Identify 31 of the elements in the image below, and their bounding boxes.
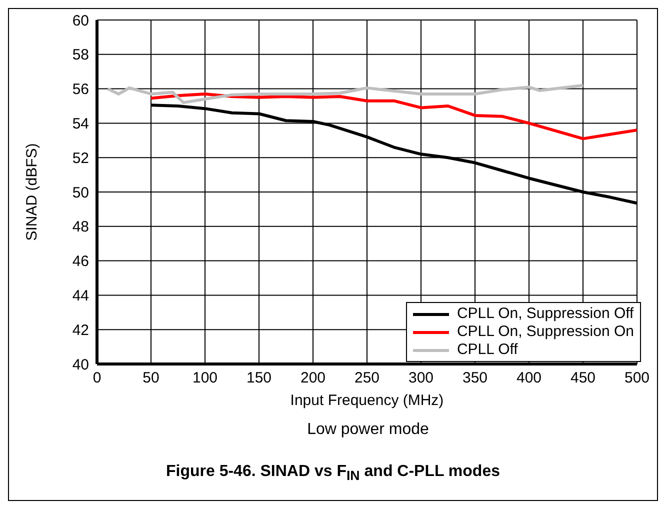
text: Figure 5-46. SINAD vs F$_{IN}$ and C-PLL modes bbox=[164, 463, 501, 484]
y-tick-label: 56 bbox=[72, 81, 89, 98]
x-tick-label: 350 bbox=[462, 370, 488, 387]
x-tick-label: 150 bbox=[246, 370, 272, 387]
y-tick-label: 60 bbox=[72, 12, 89, 30]
x-tick-label: 100 bbox=[192, 370, 218, 387]
y-tick-label: 54 bbox=[72, 116, 89, 133]
text: Low power mode bbox=[306, 421, 430, 439]
line-series bbox=[150, 92, 637, 140]
legend-label: CPLL On, Suppression Off bbox=[456, 305, 634, 323]
y-tick-label: 44 bbox=[72, 288, 89, 305]
x-axis-title: Input Frequency (MHz) bbox=[290, 392, 444, 409]
y-tick-label: 48 bbox=[72, 218, 89, 236]
x-tick-label: 50 bbox=[142, 370, 160, 387]
y-tick-label: 40 bbox=[72, 356, 89, 374]
x-tick-label: 250 bbox=[354, 370, 380, 387]
legend-label: CPLL On, Suppression On bbox=[456, 323, 634, 341]
x-tick-label: 200 bbox=[300, 370, 326, 387]
x-tick-label: 0 bbox=[92, 370, 102, 387]
y-tick-label: 58 bbox=[72, 46, 89, 64]
y-axis-title: SINAD (dBFS) bbox=[23, 143, 40, 241]
x-tick-label: 500 bbox=[624, 370, 650, 387]
x-tick-label: 400 bbox=[516, 370, 542, 387]
y-tick-label: 50 bbox=[72, 184, 89, 202]
legend-label: CPLL Off bbox=[456, 341, 518, 359]
y-tick-label: 52 bbox=[72, 150, 89, 167]
x-tick-label: 450 bbox=[570, 370, 596, 387]
x-tick-label: 300 bbox=[408, 370, 434, 387]
y-tick-label: 42 bbox=[72, 322, 89, 339]
y-tick-label: 46 bbox=[72, 253, 89, 270]
line-series bbox=[106, 84, 584, 104]
